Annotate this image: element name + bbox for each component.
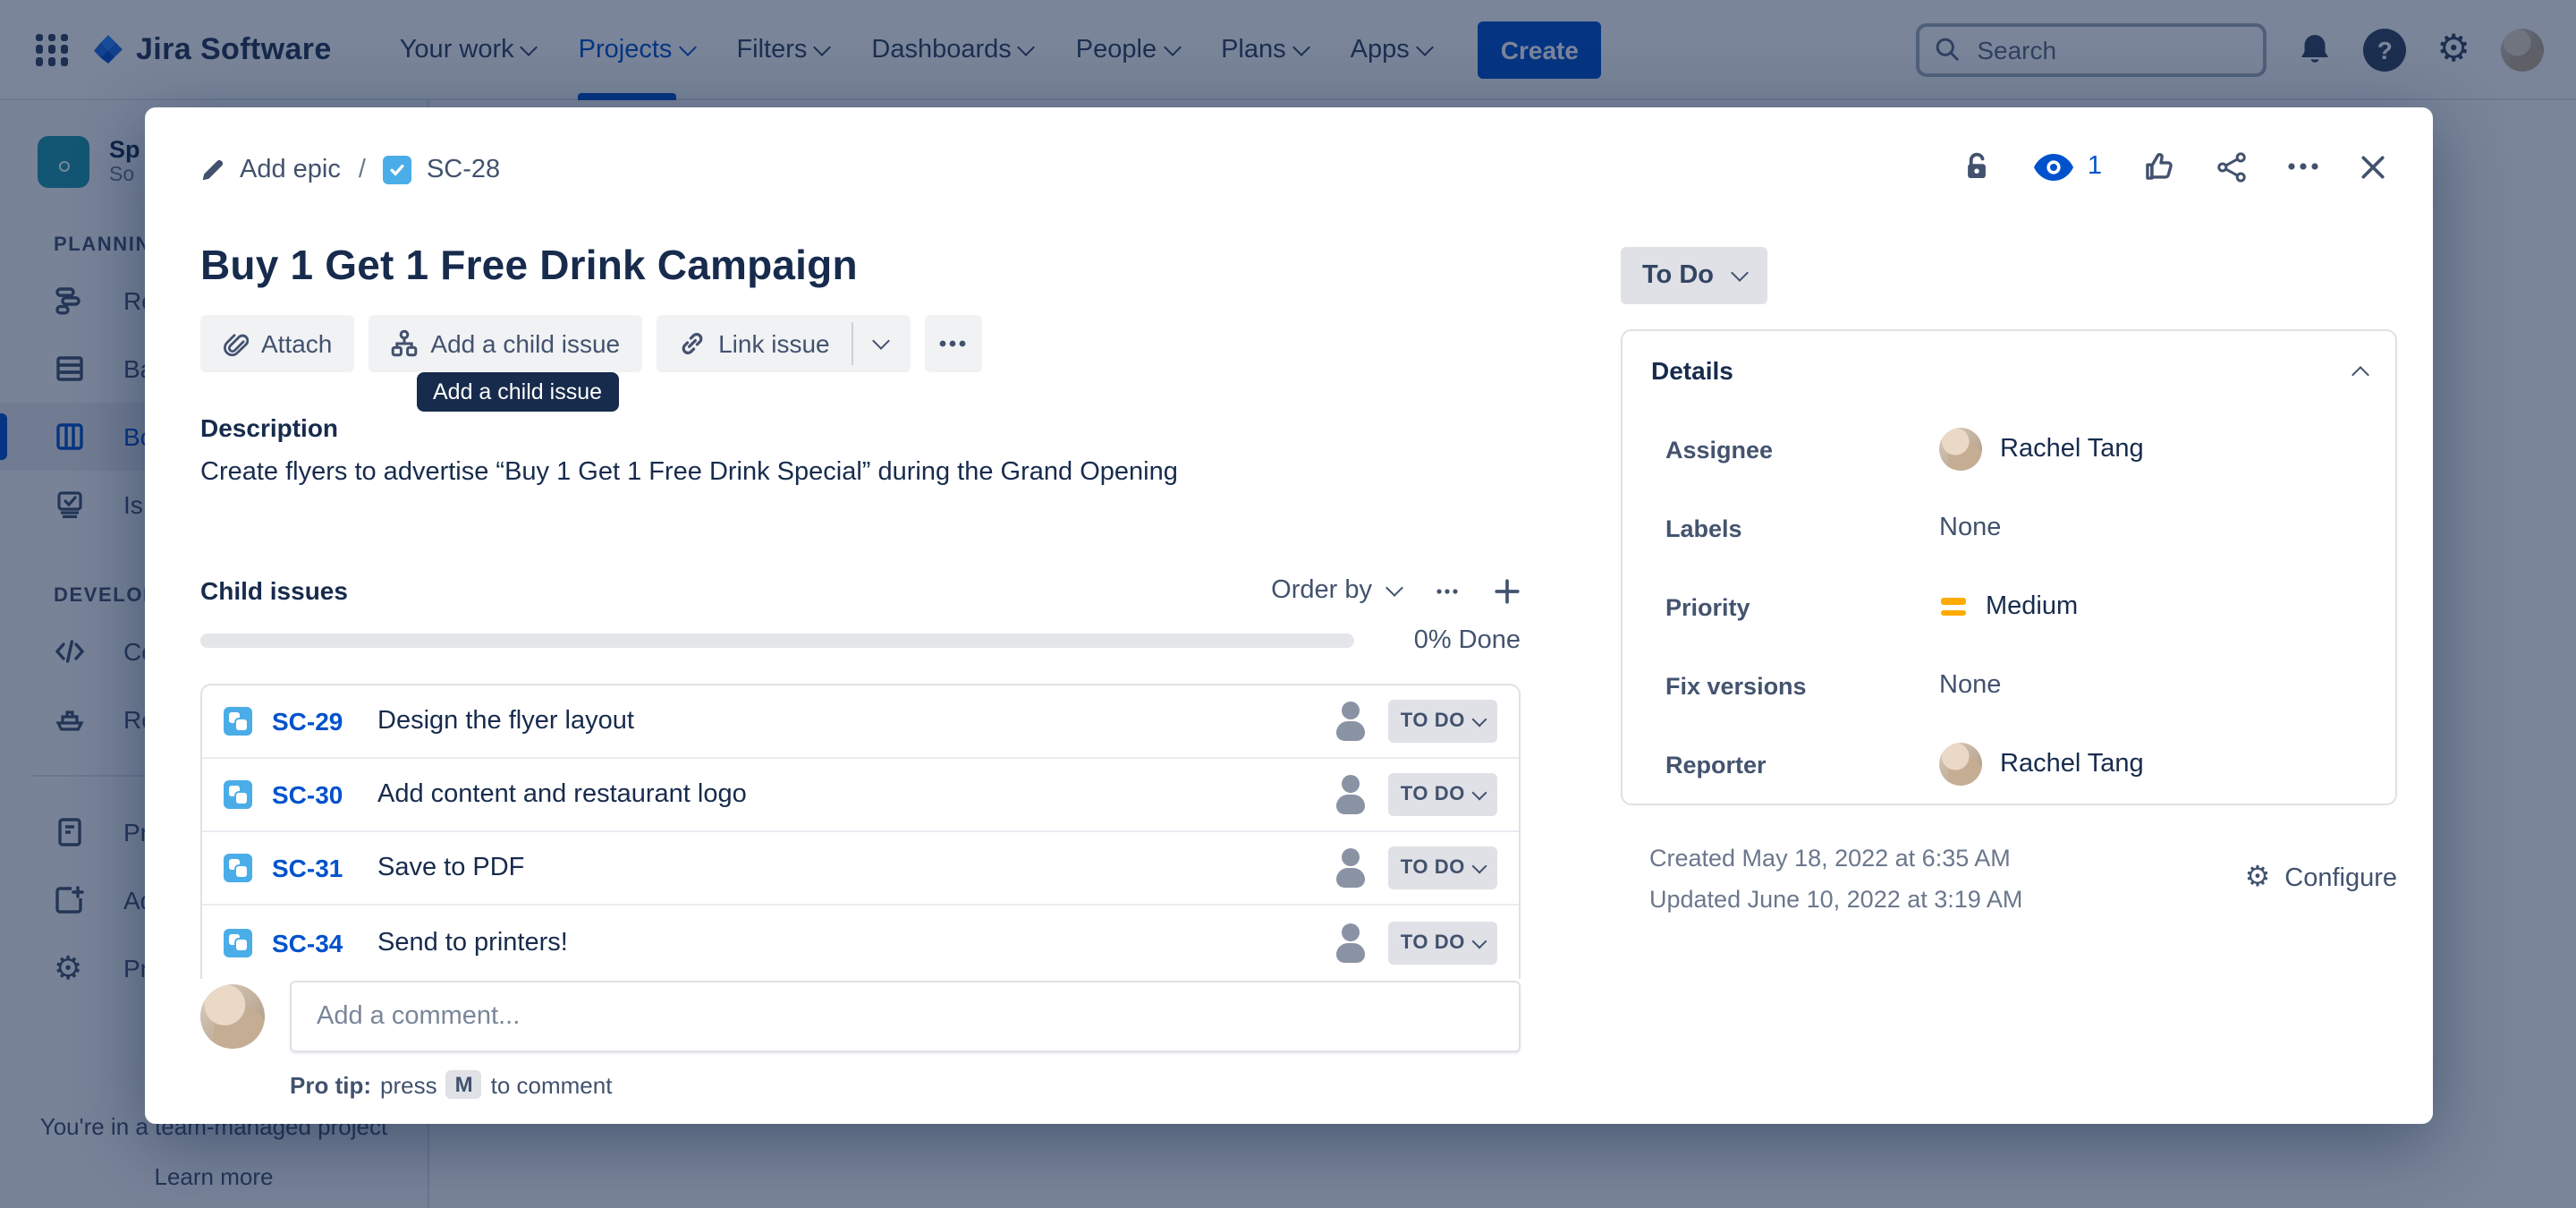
chevron-down-icon [1471, 785, 1487, 801]
order-by-dropdown[interactable]: Order by [1271, 576, 1403, 605]
child-status-dropdown[interactable]: TO DO [1387, 921, 1497, 964]
description-label: Description [200, 413, 339, 442]
chevron-down-icon [1385, 579, 1403, 597]
updated-timestamp: Updated June 10, 2022 at 3:19 AM [1649, 886, 2023, 913]
share-icon[interactable] [2216, 151, 2247, 182]
keyboard-key-m: M [445, 1070, 482, 1099]
description-text[interactable]: Create flyers to advertise “Buy 1 Get 1 … [200, 458, 1178, 487]
status-dropdown[interactable]: To Do [1621, 247, 1767, 304]
subtask-type-icon [224, 854, 252, 882]
close-icon[interactable] [2360, 153, 2386, 180]
add-child-plus-icon[interactable] [1494, 577, 1521, 604]
reporter-avatar [1939, 743, 1982, 786]
configure-gear-icon: ⚙ [2244, 863, 2271, 893]
link-icon [681, 333, 702, 354]
chevron-up-icon [2351, 365, 2369, 383]
child-issues-more-icon[interactable] [1436, 588, 1458, 593]
child-issue-row[interactable]: SC-30 Add content and restaurant logo TO… [202, 759, 1519, 832]
field-priority[interactable]: Priority Medium [1665, 592, 2079, 621]
child-issue-key[interactable]: SC-29 [272, 707, 343, 736]
attach-button[interactable]: Attach [200, 315, 354, 372]
link-issue-dropdown[interactable] [853, 315, 911, 372]
child-status-dropdown[interactable]: TO DO [1387, 846, 1497, 889]
link-issue-split-button: Link issue [656, 315, 911, 372]
breadcrumb-separator: / [358, 156, 366, 184]
pencil-icon [202, 159, 224, 181]
toolbar-more-button[interactable] [924, 315, 982, 372]
current-user-avatar [200, 984, 265, 1049]
child-progress-bar [200, 634, 1354, 648]
issue-key-link[interactable]: SC-28 [383, 156, 500, 184]
child-issue-key[interactable]: SC-34 [272, 928, 343, 957]
child-issue-key[interactable]: SC-30 [272, 780, 343, 809]
priority-medium-icon [1939, 592, 1968, 621]
child-issue-row[interactable]: SC-29 Design the flyer layout TO DO [202, 685, 1519, 759]
ellipsis-icon [940, 340, 967, 347]
child-issues-label: Child issues [200, 576, 348, 605]
chevron-down-icon [1471, 932, 1487, 949]
child-issue-row[interactable]: SC-34 Send to printers! TO DO [202, 906, 1519, 979]
child-issue-summary[interactable]: Design the flyer layout [377, 707, 634, 736]
child-issue-summary[interactable]: Save to PDF [377, 854, 525, 882]
add-child-issue-tooltip: Add a child issue [417, 372, 619, 412]
created-timestamp: Created May 18, 2022 at 6:35 AM [1649, 845, 2011, 872]
paperclip-icon [224, 333, 249, 356]
chevron-down-icon [1471, 711, 1487, 727]
assignee-placeholder-avatar[interactable] [1329, 700, 1372, 743]
breadcrumb: Add epic / SC-28 [200, 156, 500, 184]
field-reporter[interactable]: Reporter Rachel Tang [1623, 725, 2395, 804]
task-type-icon [383, 156, 412, 184]
child-issue-summary[interactable]: Send to printers! [377, 928, 568, 957]
child-progress-label: 0% Done [1413, 626, 1521, 655]
child-issues-icon [391, 329, 417, 357]
chevron-down-icon [1471, 858, 1487, 874]
subtask-type-icon [224, 928, 252, 957]
child-issue-key[interactable]: SC-31 [272, 854, 343, 882]
child-issues-list: SC-29 Design the flyer layout TO DO SC-3… [200, 684, 1521, 979]
configure-button[interactable]: ⚙ Configure [2244, 863, 2397, 893]
subtask-type-icon [224, 780, 252, 809]
like-thumbs-up-icon[interactable] [2143, 150, 2175, 183]
eye-icon [2033, 153, 2073, 180]
comment-protip: Pro tip: press M to comment [290, 1070, 613, 1099]
field-fix-versions[interactable]: Fix versions None [1665, 671, 2002, 700]
issue-title[interactable]: Buy 1 Get 1 Free Drink Campaign [200, 242, 858, 288]
chevron-down-icon [1731, 264, 1749, 282]
child-status-dropdown[interactable]: TO DO [1387, 773, 1497, 816]
child-issue-row[interactable]: SC-31 Save to PDF TO DO [202, 832, 1519, 906]
assignee-placeholder-avatar[interactable] [1329, 773, 1372, 816]
comment-input[interactable] [292, 983, 1519, 1051]
assignee-placeholder-avatar[interactable] [1329, 846, 1372, 889]
link-issue-button[interactable]: Link issue [656, 315, 852, 372]
watchers-count: 1 [2087, 152, 2102, 181]
field-labels[interactable]: Labels None [1665, 514, 2002, 542]
watchers-control[interactable]: 1 [2033, 152, 2102, 181]
chevron-down-icon [872, 332, 891, 350]
add-epic-button[interactable]: Add epic [200, 156, 341, 184]
add-child-issue-button[interactable]: Add a child issue [368, 315, 642, 372]
subtask-type-icon [224, 707, 252, 736]
child-status-dropdown[interactable]: TO DO [1387, 700, 1497, 743]
issue-detail-modal: Add epic / SC-28 1 [145, 107, 2433, 1124]
assignee-placeholder-avatar[interactable] [1329, 921, 1372, 964]
more-actions-icon[interactable] [2288, 163, 2318, 170]
issue-toolbar: Attach Add a child issue Link issue [200, 315, 982, 372]
details-panel: Details Assignee Rachel Tang Labels None… [1621, 329, 2397, 805]
assignee-avatar [1939, 428, 1982, 471]
field-assignee[interactable]: Assignee Rachel Tang [1623, 410, 2395, 489]
lock-icon[interactable] [1961, 150, 1993, 183]
child-issue-summary[interactable]: Add content and restaurant logo [377, 780, 747, 809]
details-panel-header[interactable]: Details [1623, 331, 2395, 410]
